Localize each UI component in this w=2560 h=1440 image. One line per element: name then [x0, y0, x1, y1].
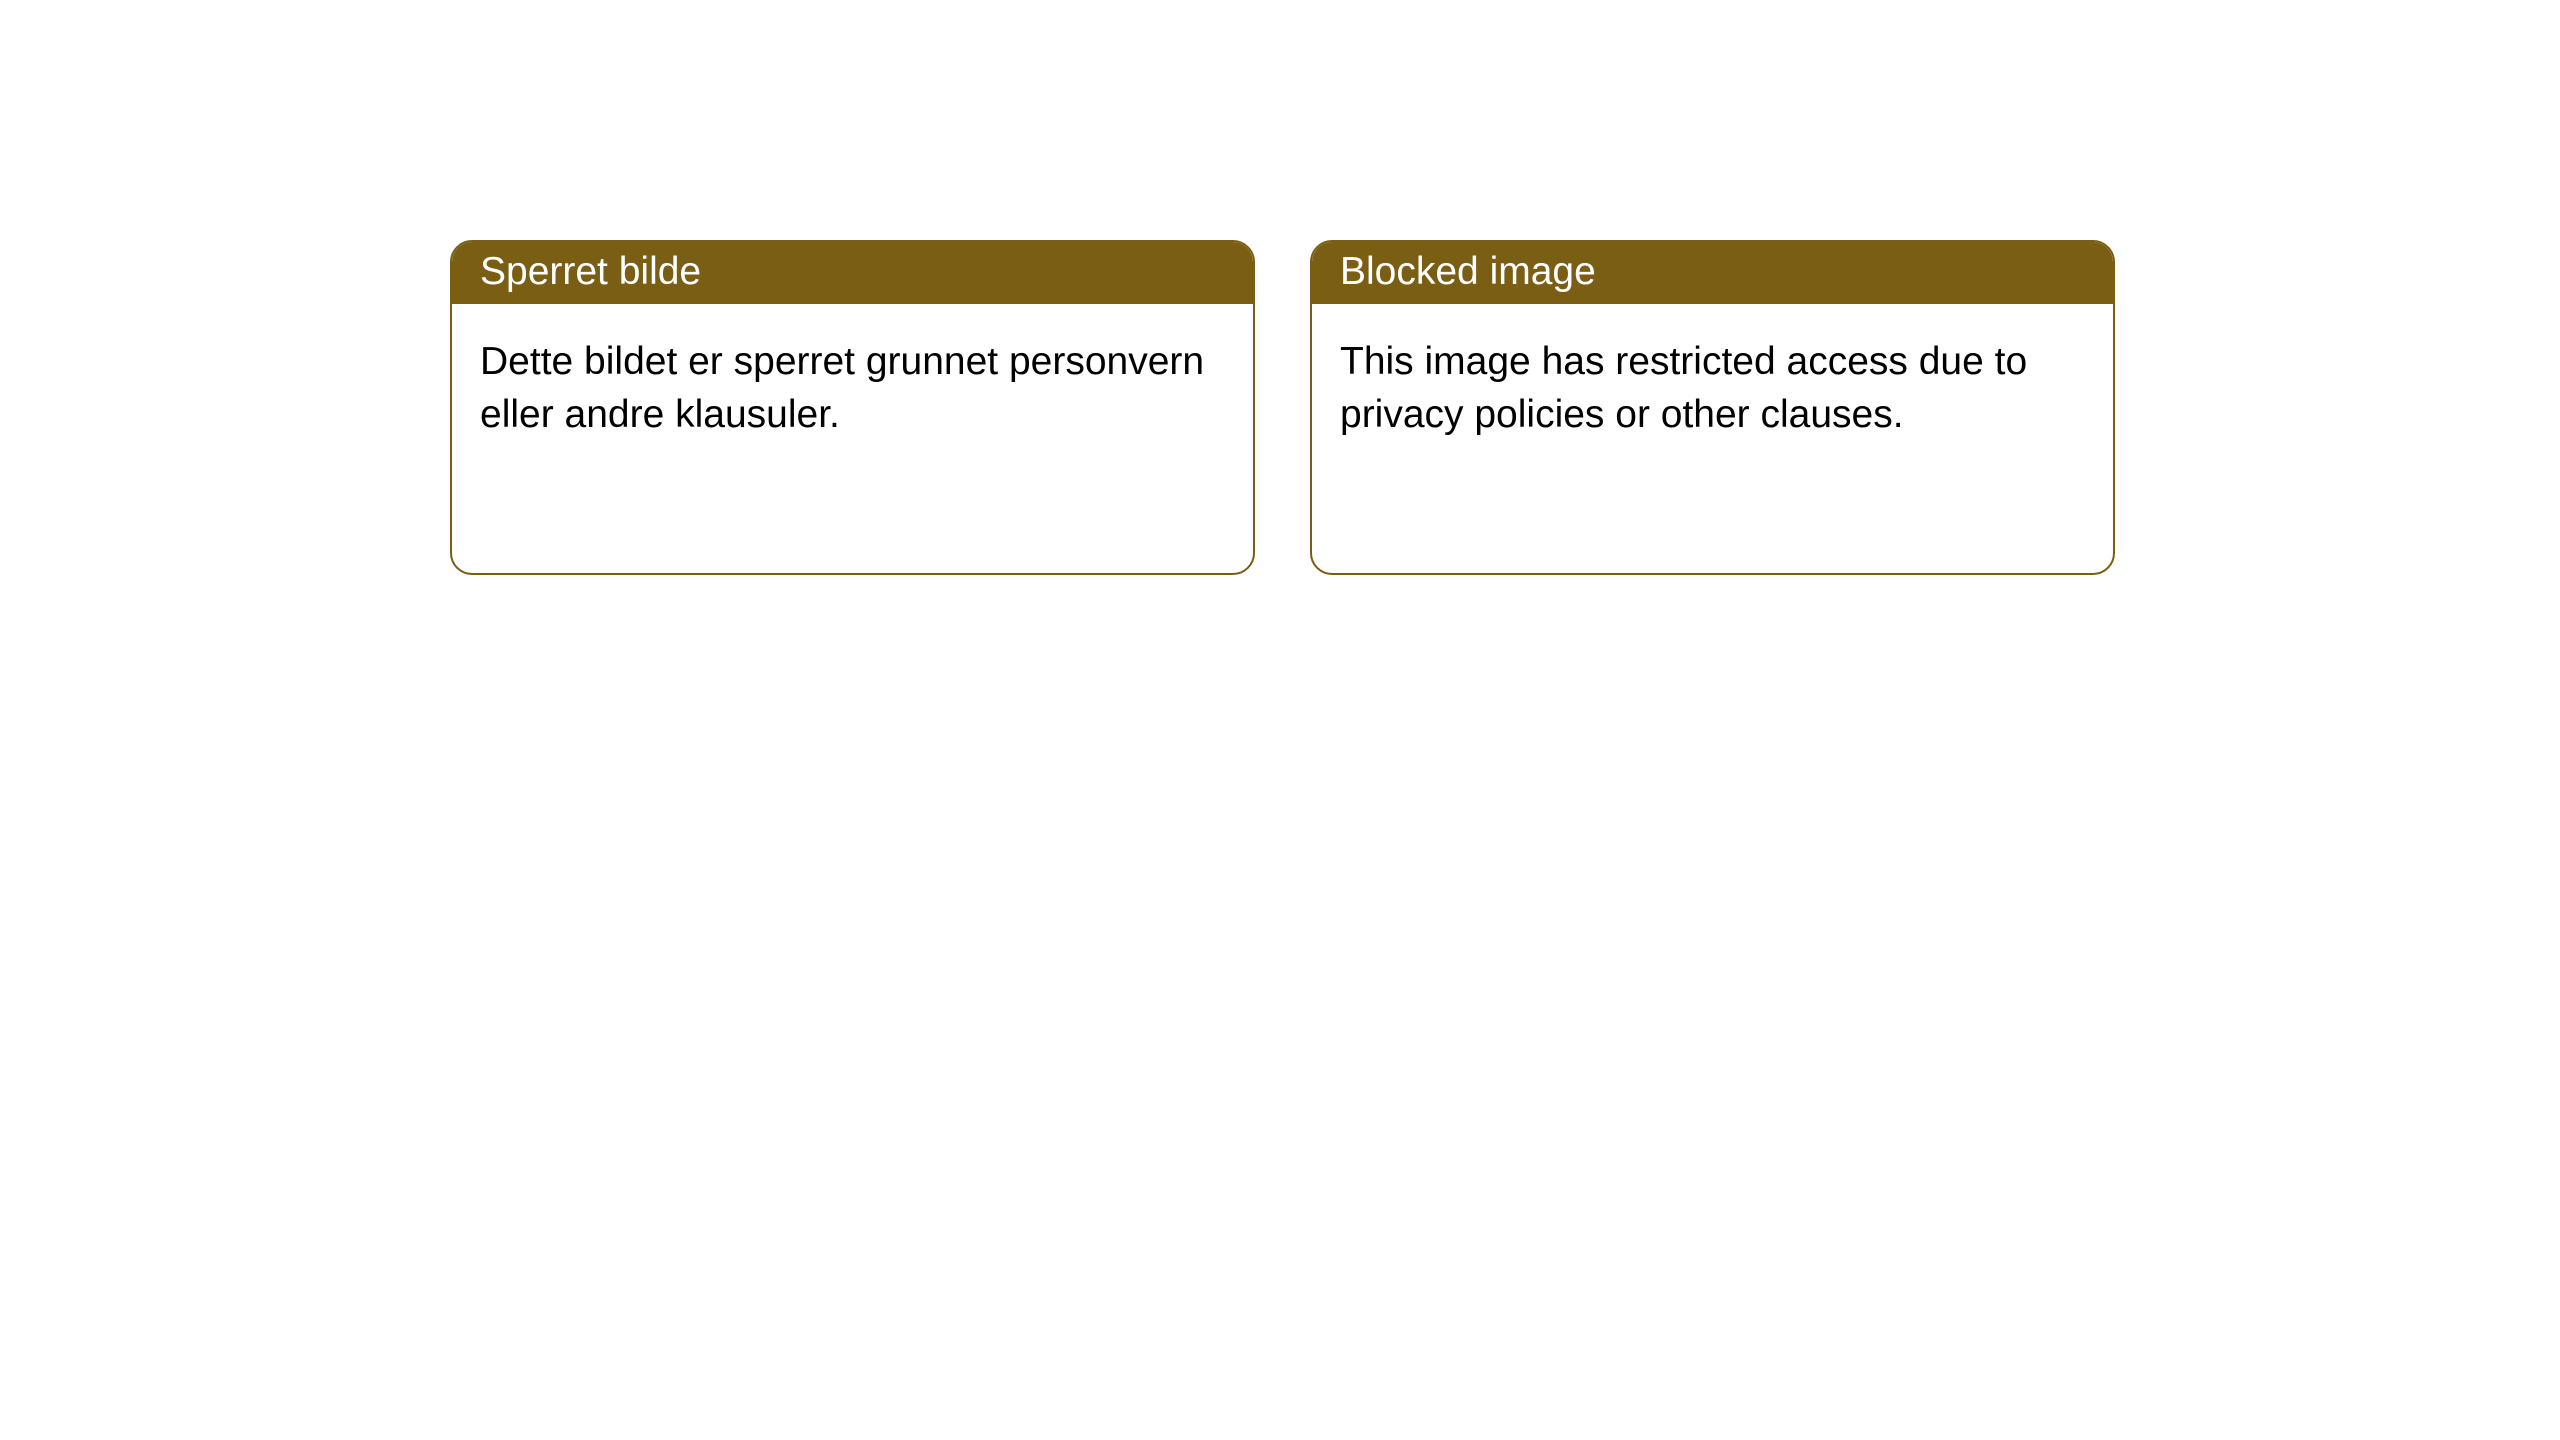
card-header: Blocked image: [1312, 242, 2113, 304]
notice-card-norwegian: Sperret bilde Dette bildet er sperret gr…: [450, 240, 1255, 575]
card-body-text: Dette bildet er sperret grunnet personve…: [480, 340, 1204, 436]
card-body: This image has restricted access due to …: [1312, 304, 2113, 473]
card-title: Blocked image: [1340, 250, 1596, 293]
notice-card-english: Blocked image This image has restricted …: [1310, 240, 2115, 575]
card-header: Sperret bilde: [452, 242, 1253, 304]
card-body: Dette bildet er sperret grunnet personve…: [452, 304, 1253, 473]
notice-container: Sperret bilde Dette bildet er sperret gr…: [0, 0, 2560, 575]
card-body-text: This image has restricted access due to …: [1340, 340, 2027, 436]
card-title: Sperret bilde: [480, 250, 701, 293]
